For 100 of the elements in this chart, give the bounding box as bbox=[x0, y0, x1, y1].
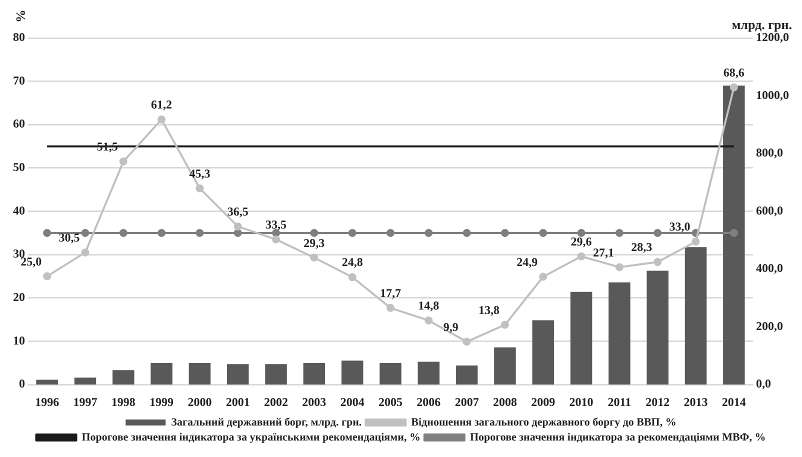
y2-axis-title: млрд. грн. bbox=[732, 16, 792, 32]
x-tick-label: 2011 bbox=[608, 394, 632, 409]
data-label: 33,0 bbox=[669, 220, 690, 234]
point bbox=[386, 228, 394, 237]
bar bbox=[418, 362, 440, 385]
bar bbox=[684, 247, 707, 385]
bar bbox=[608, 282, 630, 385]
x-tick-label: 2003 bbox=[302, 394, 326, 409]
y-tick-label: 0 bbox=[19, 376, 25, 391]
legend-label: Відношення загального державного боргу до ВВП, % bbox=[411, 416, 676, 428]
point bbox=[234, 222, 242, 230]
bar bbox=[532, 320, 554, 385]
x-tick-label: 2000 bbox=[188, 394, 212, 409]
point bbox=[539, 272, 548, 281]
bar bbox=[226, 364, 249, 385]
x-tick-label: 2012 bbox=[646, 394, 670, 409]
point bbox=[43, 272, 52, 280]
point bbox=[615, 228, 624, 237]
data-label: 29,6 bbox=[570, 234, 592, 248]
data-label: 27,1 bbox=[592, 245, 614, 260]
point bbox=[119, 228, 128, 237]
legend-label: Загальний державний борг, млрд. грн. bbox=[171, 416, 362, 428]
bar bbox=[36, 380, 58, 385]
y2-tick-label: 600,0 bbox=[756, 203, 783, 218]
legend-label: Порогове значення індикатора за рекомендаціями МВФ, % bbox=[470, 431, 766, 444]
x-tick-label: 1999 bbox=[150, 394, 174, 409]
y-tick-label: 20 bbox=[13, 290, 25, 304]
point bbox=[348, 228, 356, 237]
point bbox=[43, 228, 52, 237]
point bbox=[81, 248, 90, 256]
y-tick-label: 50 bbox=[13, 160, 25, 174]
x-tick-label: 2007 bbox=[454, 394, 479, 409]
point bbox=[424, 228, 433, 237]
x-tick-label: 2008 bbox=[492, 394, 517, 409]
bar bbox=[112, 370, 134, 385]
data-label: 13,8 bbox=[478, 302, 500, 317]
x-tick-label: 2009 bbox=[531, 394, 556, 409]
legend-label: Порогове значення індикатора за українськими рекомендаціями, % bbox=[82, 431, 420, 444]
x-tick-label: 2010 bbox=[569, 394, 594, 409]
point bbox=[424, 316, 433, 324]
y-axis-title: % bbox=[14, 10, 29, 22]
data-label: 9,9 bbox=[443, 320, 458, 334]
point bbox=[119, 157, 128, 166]
point bbox=[500, 228, 509, 237]
point bbox=[730, 83, 738, 92]
data-label: 24,9 bbox=[516, 254, 538, 269]
point bbox=[348, 273, 356, 282]
y-tick-label: 80 bbox=[13, 30, 25, 44]
x-tick-label: 2002 bbox=[264, 394, 288, 409]
point bbox=[577, 228, 586, 237]
point bbox=[462, 338, 471, 346]
bar bbox=[456, 366, 478, 385]
x-tick-label: 2006 bbox=[416, 394, 441, 409]
data-label: 68,6 bbox=[723, 65, 744, 80]
y2-tick-label: 800,0 bbox=[756, 146, 783, 160]
x-tick-label: 2001 bbox=[226, 394, 250, 409]
x-tick-label: 1998 bbox=[111, 394, 136, 409]
point bbox=[386, 304, 394, 312]
x-tick-label: 1997 bbox=[73, 394, 98, 409]
data-label: 61,2 bbox=[151, 98, 172, 112]
point bbox=[577, 252, 586, 260]
y-tick-label: 10 bbox=[13, 333, 25, 348]
point bbox=[692, 238, 700, 246]
point bbox=[81, 228, 90, 237]
data-label: 29,3 bbox=[304, 236, 325, 250]
y-tick-label: 40 bbox=[13, 203, 25, 218]
bar bbox=[265, 364, 287, 385]
point bbox=[462, 228, 471, 237]
data-label: 45,3 bbox=[189, 166, 210, 180]
x-tick-label: 1996 bbox=[35, 394, 60, 409]
data-label: 28,3 bbox=[631, 240, 652, 254]
x-tick-label: 2014 bbox=[722, 394, 746, 409]
point bbox=[310, 228, 318, 237]
point bbox=[310, 254, 318, 262]
point bbox=[730, 228, 738, 237]
point bbox=[654, 228, 662, 237]
data-label: 14,8 bbox=[418, 298, 440, 313]
y2-tick-label: 0,0 bbox=[756, 376, 771, 391]
y2-tick-label: 400,0 bbox=[756, 261, 783, 276]
bar bbox=[723, 86, 745, 385]
bar bbox=[570, 292, 592, 385]
point bbox=[196, 228, 204, 237]
point bbox=[500, 320, 509, 329]
point bbox=[272, 235, 280, 244]
bar bbox=[303, 362, 326, 385]
point bbox=[158, 115, 166, 124]
y2-tick-label: 200,0 bbox=[756, 318, 783, 333]
data-label: 33,5 bbox=[266, 218, 287, 232]
point bbox=[196, 184, 204, 192]
point bbox=[539, 228, 548, 237]
point bbox=[158, 228, 166, 237]
x-tick-label: 2005 bbox=[378, 394, 402, 409]
bar bbox=[150, 362, 172, 385]
x-tick-label: 2004 bbox=[340, 394, 364, 409]
data-label: 36,5 bbox=[227, 204, 248, 219]
data-label: 30,5 bbox=[58, 230, 80, 245]
data-label: 17,7 bbox=[380, 286, 401, 300]
bar bbox=[74, 378, 96, 385]
x-tick-label: 2013 bbox=[684, 394, 708, 409]
y-tick-label: 70 bbox=[13, 73, 25, 88]
